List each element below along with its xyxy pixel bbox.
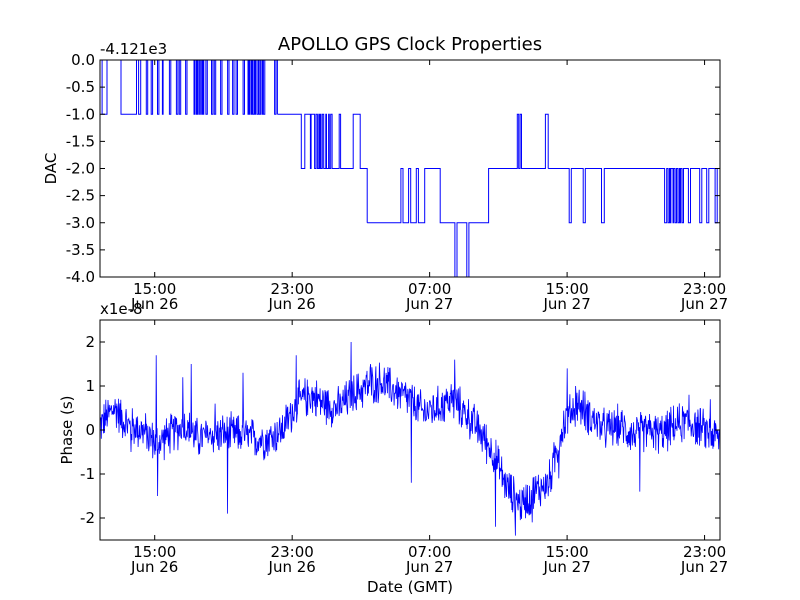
y-tick-label: -2.0 <box>66 160 95 178</box>
chart-title: APOLLO GPS Clock Properties <box>278 34 542 55</box>
dac-series-line <box>548 168 721 224</box>
dac-ticks: 0.0 -0.5 -1.0 -1.5 -2.0 -2.5 -3.0 -3.5 -4.0 15:00… <box>66 51 728 313</box>
x-tick-label-time: 23:00 <box>271 543 314 561</box>
x-tick-label-date: Jun 27 <box>542 295 590 313</box>
x-tick-label-time: 15:00 <box>545 543 588 561</box>
y-tick-label: 2 <box>85 333 95 351</box>
x-tick-label-date: Jun 27 <box>680 295 728 313</box>
x-tick-label-time: 23:00 <box>683 280 726 298</box>
x-tick-label-date: Jun 26 <box>268 558 316 576</box>
y-tick-label: -1.0 <box>66 105 95 123</box>
dac-offset-label: -4.121e3 <box>100 40 167 58</box>
x-tick-label-time: 23:00 <box>683 543 726 561</box>
y-tick-label: -1.5 <box>66 132 95 150</box>
x-tick-label-date: Jun 27 <box>405 295 453 313</box>
x-tick-label-date: Jun 27 <box>680 558 728 576</box>
y-tick-label: -0.5 <box>66 78 95 96</box>
phase-series-line <box>99 341 721 536</box>
x-tick-label-time: 23:00 <box>271 280 314 298</box>
dac-series-line <box>277 113 368 223</box>
phase-y-axis-label: Phase (s) <box>58 395 76 464</box>
x-tick-label-date: Jun 26 <box>130 558 178 576</box>
x-tick-label-time: 15:00 <box>545 280 588 298</box>
y-tick-label: -4.0 <box>66 268 95 286</box>
dac-y-axis-label: DAC <box>42 153 60 185</box>
phase-x-axis-label: Date (GMT) <box>367 578 453 596</box>
y-tick-label: -2 <box>80 509 95 527</box>
x-tick-label-time: 07:00 <box>408 543 451 561</box>
x-tick-label-date: Jun 27 <box>405 558 453 576</box>
x-tick-label-time: 15:00 <box>133 543 176 561</box>
x-tick-label-time: 15:00 <box>133 280 176 298</box>
y-tick-label: 0 <box>85 421 95 439</box>
y-tick-label: -3.0 <box>66 214 95 232</box>
y-tick-label: 1 <box>85 377 95 395</box>
x-tick-label-date: Jun 26 <box>130 295 178 313</box>
x-tick-label-date: Jun 26 <box>268 295 316 313</box>
dac-series-line <box>100 59 278 115</box>
phase-plot-area <box>99 341 721 536</box>
y-tick-label: 0.0 <box>71 51 95 69</box>
y-tick-label: -2.5 <box>66 187 95 205</box>
y-tick-label: -3.5 <box>66 241 95 259</box>
x-tick-label-date: Jun 27 <box>542 558 590 576</box>
phase-offset-label: x1e-8 <box>100 300 143 318</box>
y-tick-label: -1 <box>80 465 95 483</box>
x-tick-label-time: 07:00 <box>408 280 451 298</box>
dac-panel: 0.0 -0.5 -1.0 -1.5 -2.0 -2.5 -3.0 -3.5 -4.0 15:00… <box>42 40 728 313</box>
